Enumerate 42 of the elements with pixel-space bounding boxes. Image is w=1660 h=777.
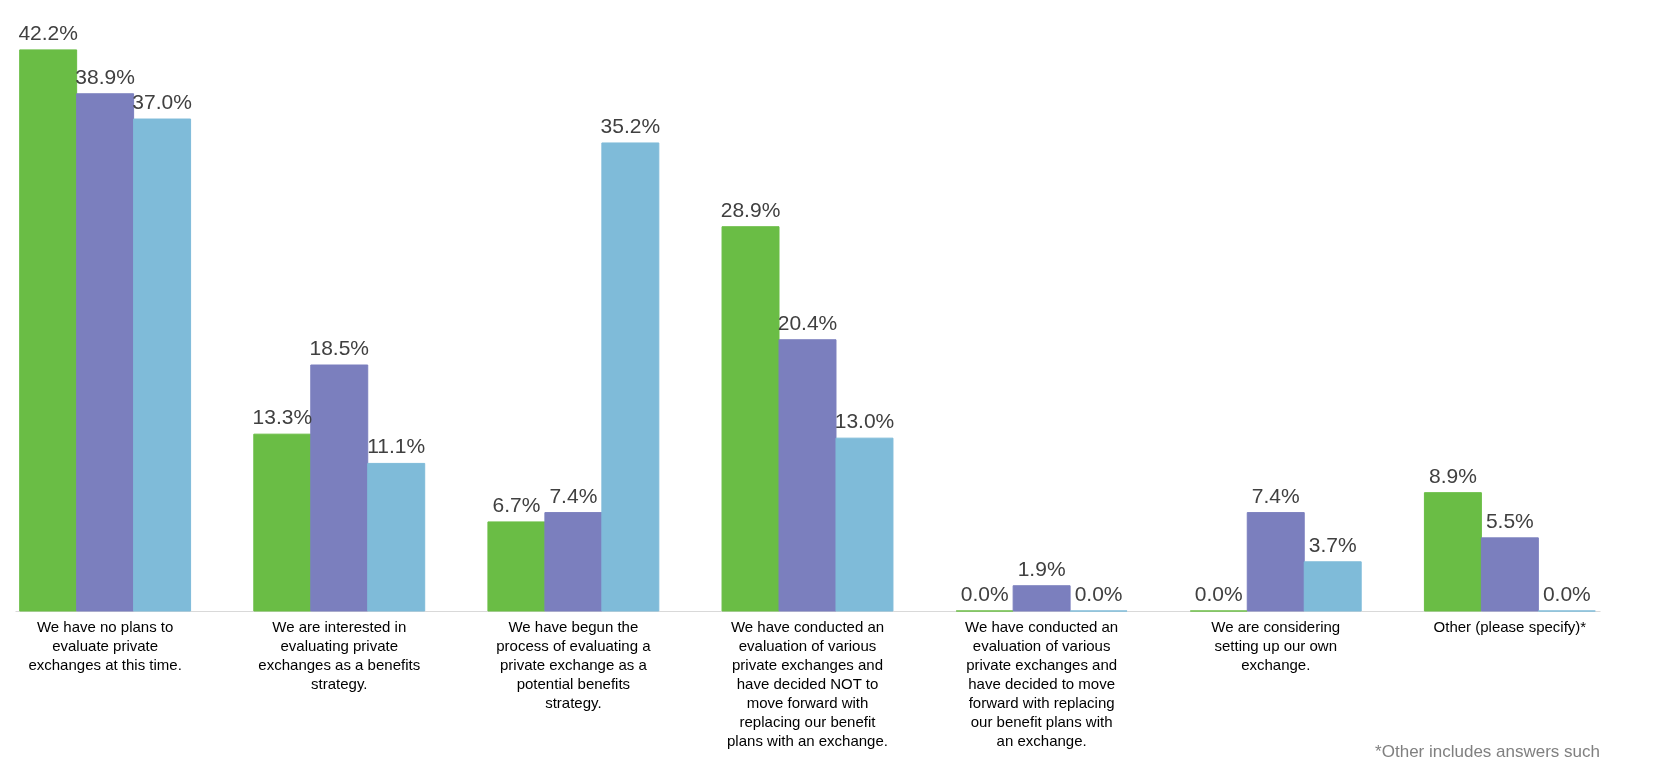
bar (76, 93, 135, 612)
data-label: 35.2% (600, 113, 661, 137)
x-tick-label: We are considering setting up our own exchange. (1211, 617, 1341, 673)
data-label: 6.7% (492, 492, 541, 516)
text: *Other includes answers such (1375, 742, 1600, 761)
bar (1423, 492, 1482, 612)
data-label: 0.0% (1194, 582, 1243, 605)
data-label: 1.9% (1017, 556, 1066, 580)
data-label: 0.0% (960, 582, 1009, 605)
data-label: 7.4% (549, 483, 598, 507)
bar (544, 512, 603, 612)
data-label: 3.7% (1308, 532, 1357, 556)
bar (487, 521, 546, 612)
x-tick-label: We have conducted an evaluation of various private exchanges and have decided to move forward with replacing our benefit plans with an exchange. (965, 617, 1119, 749)
bar (133, 118, 192, 612)
bar (310, 364, 369, 612)
bar (367, 462, 426, 612)
bar (1303, 561, 1362, 612)
x-tick-label: We have no plans to evaluate private exchanges at this time. (28, 617, 182, 673)
bar (1012, 585, 1071, 612)
bar (19, 49, 78, 612)
bar (253, 433, 312, 612)
data-label: 5.5% (1485, 508, 1534, 532)
bar (778, 339, 837, 612)
data-label: 18.5% (309, 336, 370, 360)
x-tick-label: Other (please specify)* (1433, 617, 1587, 635)
bar (1480, 537, 1539, 612)
data-label: 13.0% (834, 409, 895, 433)
data-label: 8.9% (1428, 463, 1477, 487)
x-tick-label: We have begun the process of evaluating a private exchange as a potential benefits strategy. (496, 617, 652, 711)
bar (601, 142, 660, 612)
x-tick-label: We have conducted an evaluation of various private exchanges and have decided NOT to move forward with replacing our benefit plans with an exchange. (727, 617, 888, 749)
data-label: 0.0% (1542, 582, 1591, 605)
x-tick-label: We are interested in evaluating private exchanges as a benefits strategy. (258, 617, 421, 692)
data-label: 28.9% (720, 197, 781, 221)
bar (1246, 512, 1305, 612)
data-label: 0.0% (1074, 582, 1123, 605)
data-label: 11.1% (367, 434, 426, 458)
bar (835, 437, 894, 612)
bar (721, 226, 780, 612)
data-label: 7.4% (1251, 483, 1300, 507)
data-label: 42.2% (18, 20, 78, 44)
